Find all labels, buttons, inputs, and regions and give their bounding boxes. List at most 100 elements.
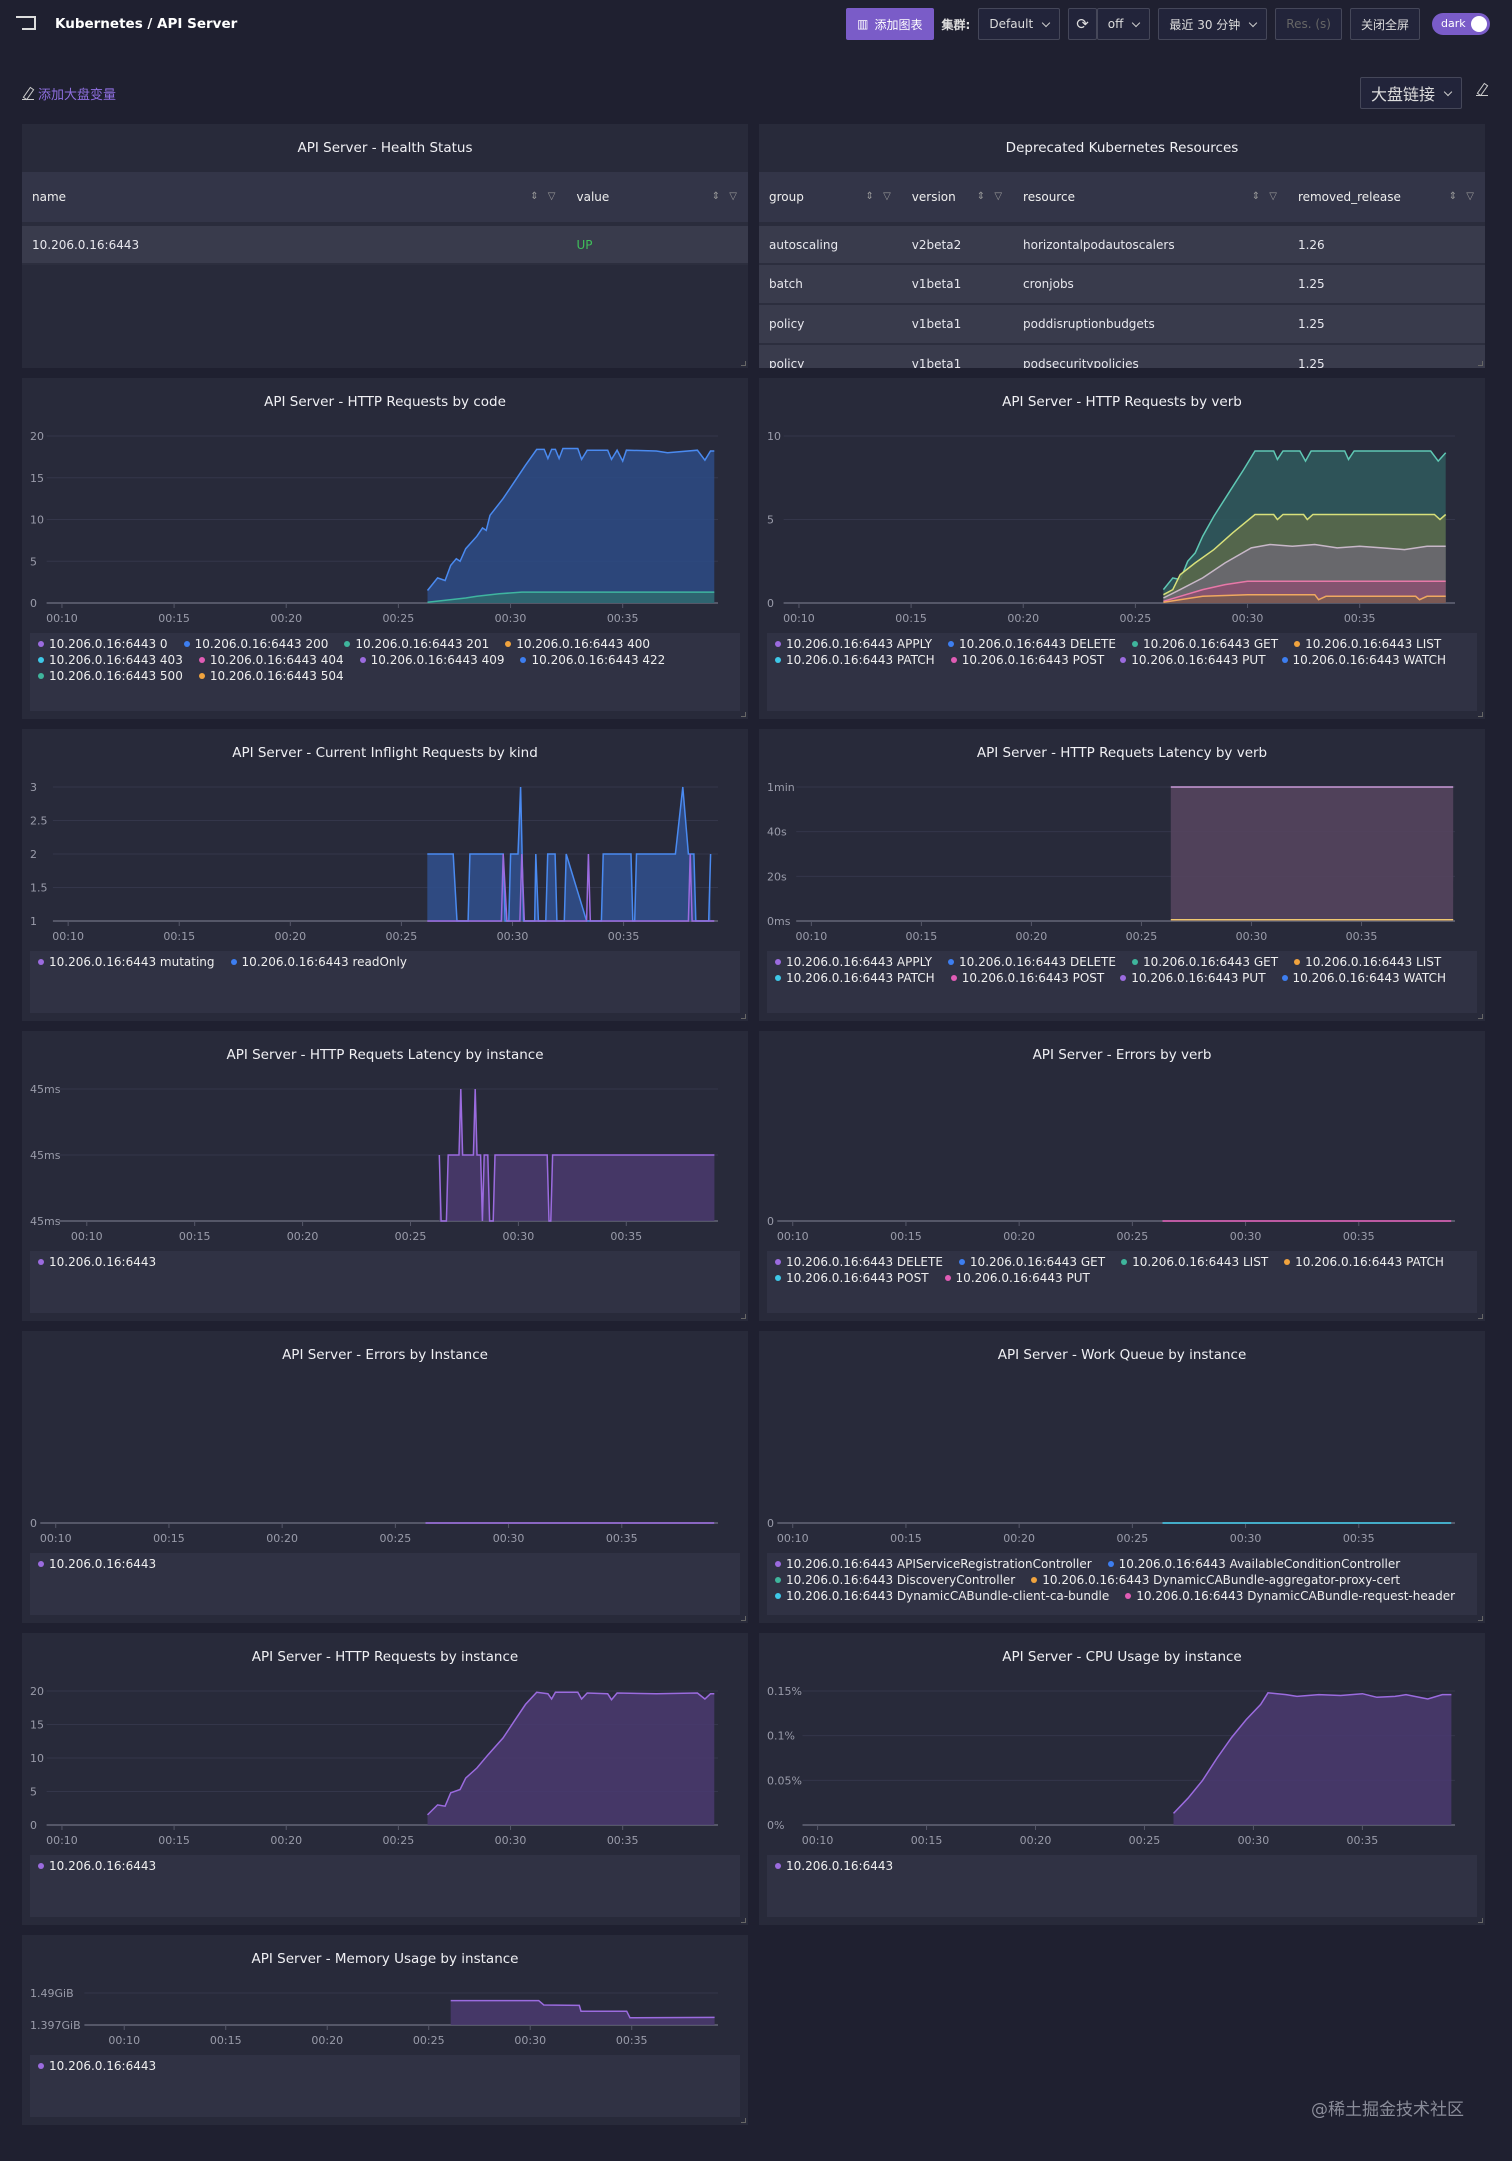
resize-handle[interactable] (741, 1014, 746, 1019)
sort-filter-icon[interactable]: ⇕ ▽ (1251, 191, 1280, 202)
legend-item[interactable]: 10.206.0.16:6443 DELETE (948, 955, 1116, 969)
legend-item[interactable]: 10.206.0.16:6443 200 (183, 637, 328, 651)
x-tick-label: 00:20 (266, 1532, 298, 1545)
y-tick-label: 1 (30, 915, 37, 928)
legend-item[interactable]: 10.206.0.16:6443 (38, 2059, 156, 2073)
legend-item[interactable]: 10.206.0.16:6443 (38, 1557, 156, 1571)
legend-item[interactable]: 10.206.0.16:6443 PUT (1120, 971, 1266, 985)
legend-item[interactable]: 10.206.0.16:6443 mutating (38, 955, 215, 969)
resize-handle[interactable] (741, 712, 746, 717)
resize-handle[interactable] (741, 1314, 746, 1319)
sort-filter-icon[interactable]: ⇕ ▽ (976, 191, 1006, 202)
legend-item[interactable]: 10.206.0.16:6443 DynamicCABundle-aggrega… (1031, 1573, 1400, 1587)
auto-refresh-select[interactable]: off (1096, 8, 1151, 40)
time-range-select[interactable]: 最近 30 分钟 (1158, 8, 1268, 40)
legend-item[interactable]: 10.206.0.16:6443 504 (198, 669, 344, 683)
resize-handle[interactable] (741, 1616, 746, 1621)
back-icon[interactable] (16, 16, 36, 30)
legend-item[interactable]: 10.206.0.16:6443 500 (38, 669, 183, 683)
legend-item[interactable]: 10.206.0.16:6443 PUT (1120, 653, 1266, 667)
legend-item[interactable]: 10.206.0.16:6443 400 (505, 637, 650, 651)
x-tick-label: 00:25 (386, 930, 418, 943)
sort-filter-icon[interactable]: ⇕ ▽ (530, 191, 559, 202)
legend-item[interactable]: 10.206.0.16:6443 DELETE (948, 637, 1116, 651)
y-tick-label: 15 (30, 1719, 44, 1732)
dashboard-links-select[interactable]: 大盘链接 (1359, 77, 1462, 109)
panel-title: API Server - HTTP Requests by verb (1002, 394, 1242, 410)
chart-icon: ▥ (857, 17, 869, 31)
legend-item[interactable]: 10.206.0.16:6443 POST (950, 653, 1104, 667)
column-header-removed-release[interactable]: removed_release ⇕ ▽ (1287, 172, 1485, 226)
column-header-resource[interactable]: resource ⇕ ▽ (1013, 172, 1288, 226)
x-tick-label: 00:25 (413, 2034, 445, 2047)
legend-item[interactable]: 10.206.0.16:6443 LIST (1294, 955, 1441, 969)
edit-dashboard-icon[interactable] (1476, 84, 1488, 96)
legend-item[interactable]: 10.206.0.16:6443 0 (38, 637, 168, 651)
refresh-button[interactable]: ⟳ (1068, 8, 1097, 40)
legend-item[interactable]: 10.206.0.16:6443 422 (520, 653, 665, 667)
legend-item[interactable]: 10.206.0.16:6443 201 (344, 637, 489, 651)
legend-item[interactable]: 10.206.0.16:6443 (38, 1255, 156, 1269)
legend-item[interactable]: 10.206.0.16:6443 GET (1131, 955, 1278, 969)
x-tick-label: 00:20 (274, 930, 306, 943)
resize-handle[interactable] (741, 1918, 746, 1923)
theme-toggle[interactable]: dark (1432, 13, 1490, 35)
legend-item[interactable]: 10.206.0.16:6443 DynamicCABundle-request… (1125, 1589, 1455, 1603)
resize-handle[interactable] (1478, 361, 1483, 366)
legend-item[interactable]: 10.206.0.16:6443 DiscoveryController (775, 1573, 1015, 1587)
x-tick-label: 00:25 (383, 612, 415, 625)
legend-item[interactable]: 10.206.0.16:6443 AvailableConditionContr… (1107, 1557, 1400, 1571)
column-header-name[interactable]: name ⇕ ▽ (22, 172, 567, 226)
add-chart-button[interactable]: ▥ 添加图表 (846, 8, 934, 40)
legend-item[interactable]: 10.206.0.16:6443 GET (1131, 637, 1278, 651)
resize-handle[interactable] (1478, 1918, 1483, 1923)
table-cell: 1.25 (1287, 344, 1485, 368)
sort-filter-icon[interactable]: ⇕ ▽ (1448, 191, 1477, 202)
legend-item[interactable]: 10.206.0.16:6443 WATCH (1281, 971, 1446, 985)
legend-item[interactable]: 10.206.0.16:6443 LIST (1121, 1255, 1268, 1269)
column-header-value[interactable]: value ⇕ ▽ (566, 172, 748, 226)
resize-handle[interactable] (1478, 1616, 1483, 1621)
legend-item[interactable]: 10.206.0.16:6443 PATCH (1284, 1255, 1444, 1269)
legend-item[interactable]: 10.206.0.16:6443 409 (359, 653, 504, 667)
resize-handle[interactable] (1478, 1314, 1483, 1319)
legend-item[interactable]: 10.206.0.16:6443 PUT (944, 1271, 1090, 1285)
sort-filter-icon[interactable]: ⇕ ▽ (711, 191, 740, 202)
x-tick-label: 00:35 (1343, 1532, 1375, 1545)
panel-title: API Server - CPU Usage by instance (1002, 1649, 1242, 1665)
chart-svg: 0ms 20s 40s 1min 00:10 00:15 00:20 00:25 00:30 00… (767, 781, 1455, 943)
cluster-select[interactable]: Default (978, 8, 1061, 40)
add-variable-link[interactable]: 添加大盘变量 (22, 84, 116, 103)
legend-item[interactable]: 10.206.0.16:6443 APPLY (775, 955, 932, 969)
legend-item[interactable]: 10.206.0.16:6443 POST (775, 1271, 929, 1285)
resize-handle[interactable] (1478, 1014, 1483, 1019)
legend-item[interactable]: 10.206.0.16:6443 (38, 1859, 156, 1873)
column-header-version[interactable]: version ⇕ ▽ (901, 172, 1014, 226)
legend-item[interactable]: 10.206.0.16:6443 LIST (1294, 637, 1441, 651)
legend-item[interactable]: 10.206.0.16:6443 403 (38, 653, 183, 667)
legend-item[interactable]: 10.206.0.16:6443 APIServiceRegistrationC… (775, 1557, 1092, 1571)
column-header-group[interactable]: group ⇕ ▽ (759, 172, 902, 226)
sort-filter-icon[interactable]: ⇕ ▽ (865, 191, 894, 202)
legend-item[interactable]: 10.206.0.16:6443 PATCH (775, 971, 935, 985)
chart-panel-api-server-http-requests-by-code: API Server - HTTP Requests by code 0 5 10 15… (22, 378, 748, 719)
legend-item[interactable]: 10.206.0.16:6443 (775, 1859, 893, 1873)
x-tick-label: 00:10 (796, 930, 828, 943)
exit-fullscreen-button[interactable]: 关闭全屏 (1349, 8, 1420, 40)
legend-item[interactable]: 10.206.0.16:6443 PATCH (775, 653, 935, 667)
resize-handle[interactable] (741, 361, 746, 366)
chart-svg: 000:10 00:15 00:20 00:25 00:30 00:35 (30, 1517, 718, 1545)
resolution-input[interactable]: Res. (s) (1275, 8, 1342, 40)
legend-item[interactable]: 10.206.0.16:6443 APPLY (775, 637, 932, 651)
legend-item[interactable]: 10.206.0.16:6443 POST (950, 971, 1104, 985)
legend-item[interactable]: 10.206.0.16:6443 WATCH (1281, 653, 1446, 667)
x-tick-label: 00:25 (1117, 1532, 1149, 1545)
legend-item[interactable]: 10.206.0.16:6443 DELETE (775, 1255, 943, 1269)
table-cell: horizontalpodautoscalers (1013, 224, 1288, 265)
resize-handle[interactable] (1478, 712, 1483, 717)
legend-item[interactable]: 10.206.0.16:6443 GET (958, 1255, 1105, 1269)
legend-item[interactable]: 10.206.0.16:6443 readOnly (230, 955, 407, 969)
resize-handle[interactable] (741, 2118, 746, 2123)
legend-item[interactable]: 10.206.0.16:6443 DynamicCABundle-client-… (775, 1589, 1109, 1603)
legend-item[interactable]: 10.206.0.16:6443 404 (198, 653, 344, 667)
